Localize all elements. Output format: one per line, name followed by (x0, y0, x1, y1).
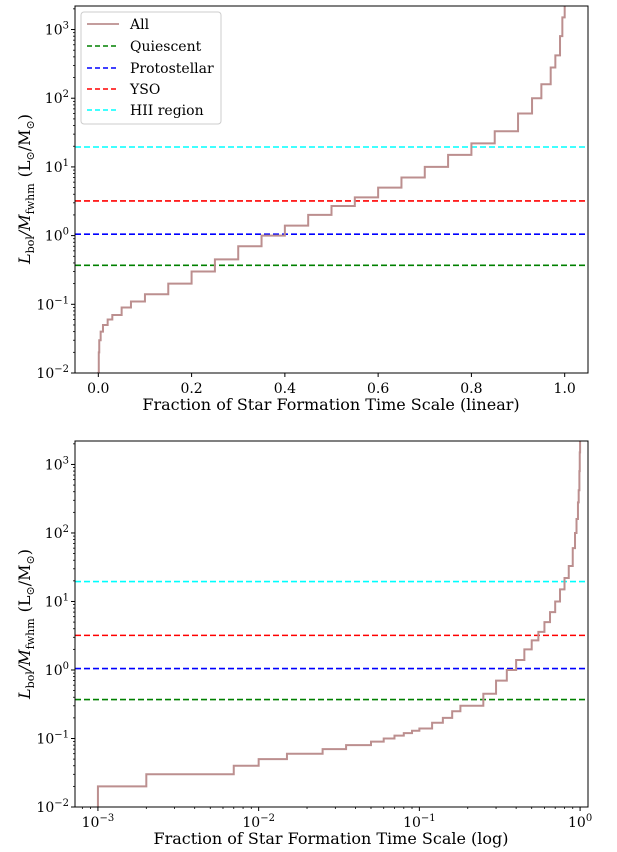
bottom-y-tick-label: 10−1 (36, 729, 69, 747)
bottom-y-axis-label: Lbol/Mfwhm(L⊙/M⊙) (15, 549, 37, 700)
top-series-group (97, 6, 566, 373)
top-x-tick-label: 0.4 (274, 381, 296, 397)
bottom-x-ticks: 10−3 10−2 10−1 100 (82, 807, 592, 831)
legend-label-yso: YSO (129, 82, 160, 98)
top-panel: 0.0 0.2 0.4 0.6 0.8 1.0 10−210−1100101102103 … (15, 5, 589, 414)
top-y-ticks: 10−2 10−1 100 101 102 103 (36, 8, 75, 382)
bottom-y-tick-label: 100 (45, 661, 69, 679)
bottom-panel: 10−3 10−2 10−1 100 10−2 10−1 100 101 102 103 Fra… (15, 440, 592, 848)
legend-label-protostellar: Protostellar (130, 61, 214, 77)
bottom-axes-frame (74, 440, 589, 808)
bottom-x-tick-label: 10−1 (403, 813, 436, 831)
top-series-all (97, 6, 566, 373)
bottom-series-group (96, 441, 582, 807)
top-y-tick-label: 101 (45, 158, 69, 176)
top-x-ticks: 0.0 0.2 0.4 0.6 0.8 1.0 (87, 373, 576, 397)
top-x-tick-label: 0.0 (87, 381, 109, 397)
bottom-y-ticks: 10−2 10−1 100 101 102 103 (36, 443, 75, 816)
legend-entry-hii-region: HII region (87, 103, 204, 119)
top-y-tick-label: 102 (45, 89, 69, 107)
bottom-y-tick-label: 10−2 (36, 798, 69, 816)
top-x-tick-label: 0.2 (180, 381, 202, 397)
legend-label-all: All (129, 17, 150, 33)
bottom-x-tick-label: 100 (568, 813, 592, 831)
top-y-tick-label: 10−2 (36, 364, 69, 382)
legend-entry-quiescent: Quiescent (87, 39, 202, 55)
legend-entry-protostellar: Protostellar (87, 61, 214, 77)
top-y-tick-label: 100 (45, 227, 69, 245)
legend-entry-yso: YSO (87, 82, 160, 98)
top-x-axis-label: Fraction of Star Formation Time Scale (l… (142, 395, 519, 414)
legend-label-hii-region: HII region (130, 103, 204, 119)
legend: All Quiescent Protostellar YSO HII regio… (80, 11, 222, 125)
legend-label-quiescent: Quiescent (130, 39, 202, 55)
top-axes-frame (74, 5, 589, 374)
bottom-hlines-group (75, 580, 588, 701)
bottom-y-tick-label: 103 (45, 455, 69, 473)
top-y-tick-label: 10−1 (36, 295, 69, 313)
legend-box (80, 11, 222, 125)
top-hlines-group (75, 146, 588, 267)
bottom-y-tick-label: 102 (45, 524, 69, 542)
bottom-x-axis-label: Fraction of Star Formation Time Scale (l… (153, 829, 508, 848)
top-x-tick-label: 0.6 (367, 381, 389, 397)
bottom-x-tick-label: 10−3 (82, 813, 115, 831)
top-x-tick-label: 0.8 (460, 381, 482, 397)
top-y-tick-label: 103 (45, 21, 69, 39)
top-x-tick-label: 1.0 (554, 381, 576, 397)
bottom-series-all (96, 441, 582, 807)
top-y-axis-label: Lbol/Mfwhm(L⊙/M⊙) (15, 114, 37, 265)
bottom-y-tick-label: 101 (45, 592, 69, 610)
bottom-x-tick-label: 10−2 (242, 813, 275, 831)
legend-entry-all: All (87, 17, 150, 33)
